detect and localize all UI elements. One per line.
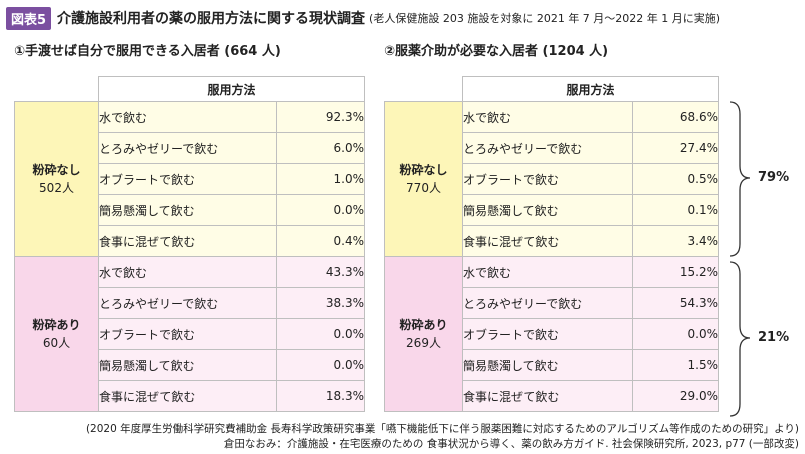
method-cell: 水で飲む (462, 101, 633, 133)
table-header-row: 服用方法 (385, 76, 720, 102)
table-row: 食事に混ぜて飲む 3.4% (385, 225, 720, 257)
value-cell: 0.0% (275, 318, 366, 350)
table-row: 簡易懸濁して飲む 0.1% (385, 194, 720, 226)
right-subtitle: ②服薬介助が必要な入居者 (1204 人) (384, 44, 609, 59)
group-label: 粉砕あり (32, 318, 81, 332)
value-cell: 29.0% (631, 380, 720, 412)
method-cell: とろみやゼリーで飲む (462, 287, 633, 319)
method-cell: オブラートで飲む (462, 318, 633, 350)
value-cell: 6.0% (275, 132, 366, 164)
share-crushed: 21% (758, 330, 790, 345)
group-label: 粉砕あり (399, 318, 448, 332)
footer-source: (2020 年度厚生労働科学研究費補助金 長寿科学政策研究事業「嚥下機能低下に伴… (85, 423, 799, 435)
table-row: 簡易懸濁して飲む 0.0% (15, 349, 366, 381)
value-cell: 92.3% (275, 101, 366, 133)
value-cell: 54.3% (631, 287, 720, 319)
value-cell: 0.4% (275, 225, 366, 257)
table-row: 粉砕あり 269人 水で飲む 15.2% (384, 256, 720, 412)
header-blank (15, 77, 99, 102)
value-cell: 27.4% (631, 132, 720, 164)
method-cell: オブラートで飲む (98, 318, 277, 350)
brace-icon (729, 101, 751, 417)
method-cell: 水で飲む (462, 256, 633, 288)
table-row: 簡易懸濁して飲む 1.5% (385, 349, 720, 381)
table-row: 簡易懸濁して飲む 0.0% (15, 194, 366, 226)
method-cell: 水で飲む (98, 256, 277, 288)
group-crushed: 粉砕あり 60人 水で飲む 43.3% とろみやゼリーで飲む 38.3% オブラ… (14, 256, 366, 412)
left-subtitle: ①手渡せば自分で服用できる入居者 (664 人) (14, 44, 281, 59)
group-crushed: 粉砕あり 269人 水で飲む 15.2% とろみやゼリーで飲む 54.3% オブ… (384, 256, 720, 412)
method-cell: 簡易懸濁して飲む (98, 194, 277, 226)
value-cell: 1.5% (631, 349, 720, 381)
method-cell: 食事に混ぜて飲む (462, 225, 633, 257)
group-label-cell: 粉砕あり 269人 (384, 256, 463, 412)
table-row: 食事に混ぜて飲む 0.4% (15, 225, 366, 257)
value-cell: 38.3% (275, 287, 366, 319)
method-cell: 簡易懸濁して飲む (98, 349, 277, 381)
column-header: 服用方法 (97, 76, 366, 102)
value-cell: 68.6% (631, 101, 720, 133)
table-row: 食事に混ぜて飲む 18.3% (15, 380, 366, 412)
group-count: 269人 (406, 336, 441, 350)
group-label-cell: 粉砕なし 502人 (14, 101, 99, 257)
value-cell: 0.5% (631, 163, 720, 195)
table-row: オブラートで飲む 0.0% (385, 318, 720, 350)
method-cell: 簡易懸濁して飲む (462, 349, 633, 381)
value-cell: 0.0% (275, 349, 366, 381)
value-cell: 18.3% (275, 380, 366, 412)
group-count: 502人 (39, 181, 74, 195)
figure-note: (老人保健施設 203 施設を対象に 2021 年 7 月〜2022 年 1 月… (369, 12, 721, 25)
group-no-crush: 粉砕なし 770人 水で飲む 68.6% とろみやゼリーで飲む 27.4% オブ… (384, 101, 720, 257)
group-label-cell: 粉砕なし 770人 (384, 101, 463, 257)
group-no-crush: 粉砕なし 502人 水で飲む 92.3% とろみやゼリーで飲む 6.0% オブラ… (14, 101, 366, 257)
figure-header: 図表5 介護施設利用者の薬の服用方法に関する現状調査 (老人保健施設 203 施… (6, 4, 801, 32)
value-cell: 0.0% (631, 318, 720, 350)
method-cell: とろみやゼリーで飲む (98, 287, 277, 319)
method-cell: とろみやゼリーで飲む (462, 132, 633, 164)
value-cell: 43.3% (275, 256, 366, 288)
group-label-cell: 粉砕あり 60人 (14, 256, 99, 412)
method-cell: 食事に混ぜて飲む (462, 380, 633, 412)
group-label: 粉砕なし (399, 163, 448, 177)
method-cell: 簡易懸濁して飲む (462, 194, 633, 226)
table-row: 粉砕なし 502人 水で飲む 92.3% (14, 101, 366, 257)
method-cell: 食事に混ぜて飲む (98, 225, 277, 257)
method-cell: 水で飲む (98, 101, 277, 133)
group-label: 粉砕なし (32, 163, 81, 177)
value-cell: 1.0% (275, 163, 366, 195)
right-table: 服用方法 粉砕なし 770人 水で飲む 68.6% とろみやゼリーで飲む 27.… (384, 76, 720, 412)
method-cell: とろみやゼリーで飲む (98, 132, 277, 164)
left-table: 服用方法 粉砕なし 502人 水で飲む 92.3% とろみやゼリーで飲む 6.0… (14, 76, 366, 412)
table-row: とろみやゼリーで飲む 54.3% (385, 287, 720, 319)
table-row: 粉砕なし 770人 水で飲む 68.6% (384, 101, 720, 257)
value-cell: 15.2% (631, 256, 720, 288)
table-row: 粉砕あり 60人 水で飲む 43.3% (14, 256, 366, 412)
table-row: 食事に混ぜて飲む 29.0% (385, 380, 720, 412)
group-count: 770人 (406, 181, 441, 195)
table-header-row: 服用方法 (15, 76, 366, 102)
footer-citation: 倉田なおみ：介護施設・在宅医療のための 食事状況から導く、薬の飲み方ガイド. 社… (223, 438, 799, 450)
method-cell: 食事に混ぜて飲む (98, 380, 277, 412)
method-cell: オブラートで飲む (462, 163, 633, 195)
figure-badge: 図表5 (6, 6, 52, 30)
column-header: 服用方法 (461, 76, 720, 102)
figure-title: 介護施設利用者の薬の服用方法に関する現状調査 (57, 11, 366, 27)
value-cell: 0.0% (275, 194, 366, 226)
table-row: とろみやゼリーで飲む 6.0% (15, 132, 366, 164)
table-row: オブラートで飲む 0.5% (385, 163, 720, 195)
table-row: オブラートで飲む 0.0% (15, 318, 366, 350)
group-count: 60人 (42, 336, 71, 350)
table-row: とろみやゼリーで飲む 38.3% (15, 287, 366, 319)
share-no-crush: 79% (758, 170, 790, 185)
value-cell: 3.4% (631, 225, 720, 257)
header-blank (385, 77, 463, 102)
value-cell: 0.1% (631, 194, 720, 226)
method-cell: オブラートで飲む (98, 163, 277, 195)
